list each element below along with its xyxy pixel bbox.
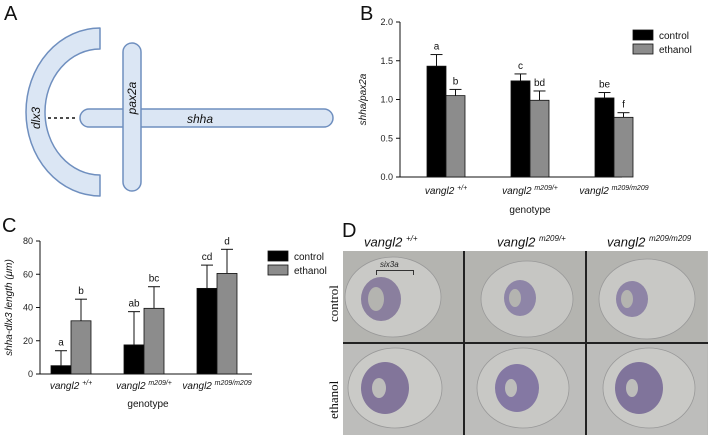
significance-letter: a [434, 42, 440, 53]
category-allele: m209/+ [534, 185, 558, 192]
significance-letter: bc [149, 274, 160, 285]
y-tick-label: 1.5 [380, 56, 393, 66]
y-tick-label: 40 [23, 303, 33, 313]
category-gene: vangl2 [425, 186, 457, 197]
significance-letter: bd [534, 78, 545, 89]
x-tick-label: vangl2 m209/+ [502, 185, 558, 197]
y-axis-label: shha-dlx3 length (μm) [4, 259, 15, 356]
x-tick-label: vangl2 m209/m209 [182, 380, 251, 392]
category-allele: +/+ [82, 380, 92, 387]
col-header-1: vangl2 +/+ [364, 234, 418, 250]
significance-letter: a [58, 338, 64, 349]
panel-a-schematic: dlx3 pax2a shha [25, 27, 334, 197]
category-gene: vangl2 [579, 186, 611, 197]
significance-letter: b [78, 286, 84, 297]
pax2a-bar-shape [122, 42, 142, 192]
micrograph-control-het [465, 251, 585, 342]
legend-label-ethanol: ethanol [294, 266, 327, 277]
col-header-3: vangl2 m209/m209 [607, 234, 692, 250]
significance-letter: d [224, 236, 230, 247]
panel-c-letter: C [2, 215, 17, 237]
dlx3-arc-shape [25, 27, 101, 197]
bar-ethanol [143, 307, 165, 375]
category-allele: m209/m209 [215, 380, 252, 387]
shha-bar-shape [79, 108, 334, 128]
x-axis-label: genotype [509, 205, 551, 216]
y-tick-label: 0.0 [380, 172, 393, 182]
bar-ethanol [216, 273, 238, 375]
grid-divider-v2 [585, 251, 587, 435]
y-tick-label: 2.0 [380, 17, 393, 27]
category-allele: m209/+ [148, 380, 172, 387]
legend-swatch-control [267, 250, 289, 262]
legend-swatch-ethanol [632, 43, 654, 55]
micrograph-control-hom [587, 251, 707, 342]
category-gene: vangl2 [182, 381, 214, 392]
bar-control [196, 287, 218, 375]
six3a-annotation: six3a [380, 260, 399, 269]
bar-control [510, 80, 531, 178]
col-header-2: vangl2 m209/+ [497, 234, 566, 250]
y-tick-label: 0 [28, 369, 33, 379]
x-tick-label: vangl2 m209/m209 [579, 185, 648, 197]
six3a-bracket [376, 270, 414, 275]
legend-swatch-control [632, 29, 654, 41]
legend-label-control: control [294, 252, 324, 263]
bar-ethanol [445, 95, 466, 178]
significance-letter: b [453, 76, 459, 87]
category-gene: vangl2 [50, 381, 82, 392]
pax2a-label: pax2a [125, 81, 139, 115]
significance-letter: f [622, 100, 625, 111]
x-tick-label: vangl2 m209/+ [116, 380, 172, 392]
bar-ethanol [613, 116, 634, 178]
chart-b: 0.0 0.5 1.0 1.5 2.0 shha/pax2a a b vangl2 +/+ cbd… [358, 17, 692, 216]
dlx3-label: dlx3 [29, 107, 43, 129]
significance-letter: ab [128, 299, 140, 310]
category-allele: +/+ [457, 185, 467, 192]
micrograph-ethanol-wt [343, 344, 463, 435]
significance-letter: cd [202, 252, 213, 263]
panel-b-letter: B [360, 3, 374, 25]
y-axis-label: shha/pax2a [358, 73, 369, 125]
legend-swatch-ethanol [267, 264, 289, 276]
category-gene: vangl2 [502, 186, 534, 197]
y-tick-label: 20 [23, 336, 33, 346]
significance-letter: be [599, 80, 611, 91]
x-axis-label: genotype [127, 399, 169, 410]
bar-control [50, 365, 72, 375]
category-gene: vangl2 [116, 381, 148, 392]
row-label-ethanol: ethanol [326, 380, 341, 419]
y-tick-label: 60 [23, 269, 33, 279]
grid-divider-h [343, 342, 708, 344]
micrograph-control-wt: six3a [343, 251, 463, 342]
x-tick-label: vangl2 +/+ [50, 380, 92, 392]
legend-label-ethanol: ethanol [659, 45, 692, 56]
bar-control [426, 65, 447, 178]
shha-label: shha [187, 112, 213, 126]
bar-ethanol [70, 320, 92, 375]
grid-divider-v1 [463, 251, 465, 435]
y-tick-label: 1.0 [380, 95, 393, 105]
bar-control [123, 344, 145, 375]
row-label-control: control [326, 285, 341, 322]
panel-d-letter: D [342, 220, 357, 242]
bar-control [594, 97, 615, 178]
significance-letter: c [518, 61, 523, 72]
bar-ethanol [529, 99, 550, 178]
category-allele: m209/m209 [612, 185, 649, 192]
micrograph-ethanol-het [465, 344, 585, 435]
legend-label-control: control [659, 31, 689, 42]
y-tick-label: 0.5 [380, 133, 393, 143]
panel-a-letter: A [4, 3, 18, 25]
micrograph-ethanol-hom [587, 344, 707, 435]
x-tick-label: vangl2 +/+ [425, 185, 467, 197]
y-tick-label: 80 [23, 236, 33, 246]
